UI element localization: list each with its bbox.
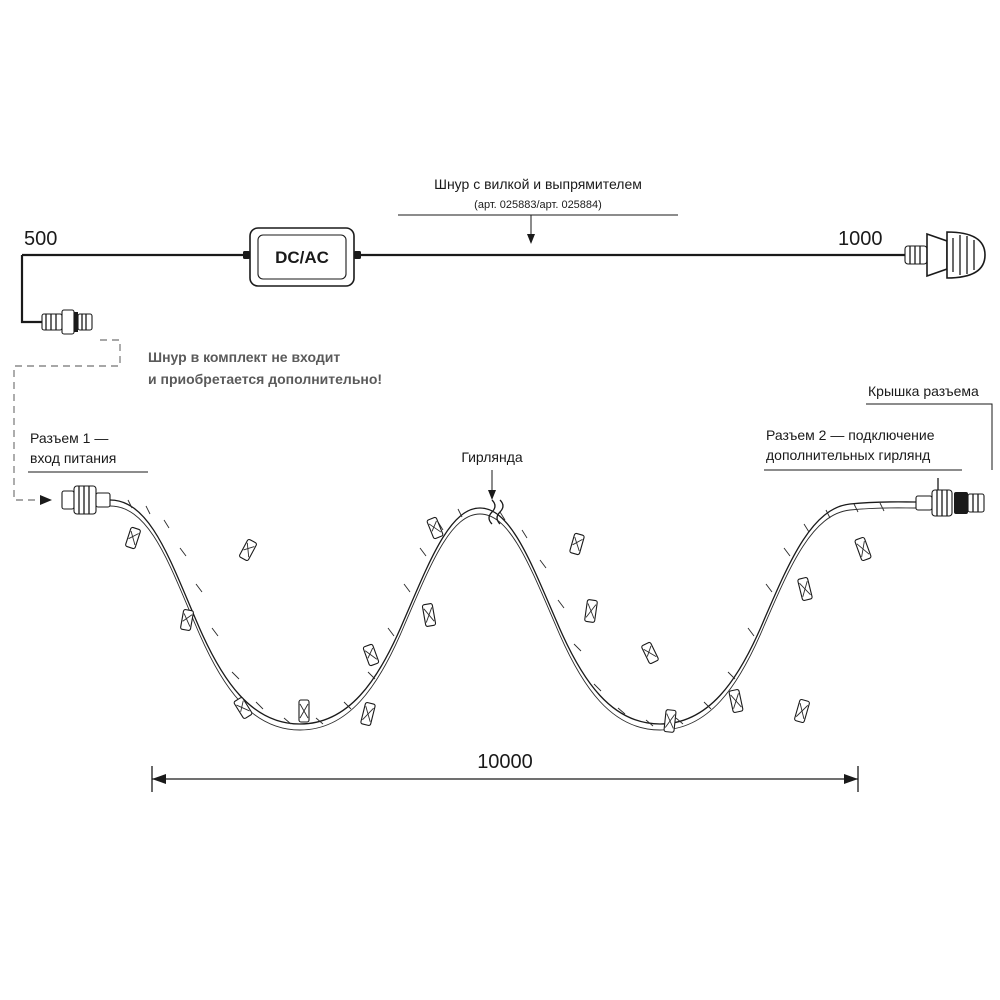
led-lamp bbox=[421, 603, 437, 627]
dimension-total bbox=[151, 766, 859, 792]
led-lamp bbox=[233, 697, 253, 719]
cord-note-subtitle: (арт. 025883/арт. 025884) bbox=[474, 199, 602, 211]
top-cord-left bbox=[20, 253, 248, 324]
cap-label: Крышка разъема bbox=[868, 383, 979, 399]
led-lamp bbox=[797, 576, 813, 602]
dimension-total-label: 10000 bbox=[477, 751, 533, 773]
led-lamp bbox=[239, 538, 257, 562]
led-lamps bbox=[125, 516, 872, 733]
led-lamp bbox=[125, 526, 141, 550]
mains-plug bbox=[904, 231, 986, 279]
led-lamp bbox=[728, 689, 744, 713]
dimension-right-label: 1000 bbox=[838, 228, 883, 250]
connector2-label-line-1: Разъем 2 — подключение bbox=[766, 427, 935, 443]
led-lamp bbox=[180, 609, 194, 631]
cap-leader bbox=[866, 403, 993, 470]
led-lamp bbox=[641, 641, 659, 665]
dimension-left-label: 500 bbox=[24, 228, 57, 250]
led-lamp bbox=[426, 516, 444, 540]
garland-label: Гирлянда bbox=[461, 449, 523, 465]
garland-break-marks bbox=[488, 499, 504, 525]
led-lamp bbox=[298, 699, 310, 723]
optional-cord-dashed-path bbox=[13, 339, 121, 505]
cord-note-title: Шнур с вилкой и выпрямителем bbox=[434, 176, 642, 192]
led-lamp bbox=[794, 698, 810, 724]
adapter-label: DC/AC bbox=[275, 248, 329, 267]
led-lamp bbox=[362, 643, 380, 667]
led-lamp bbox=[584, 599, 598, 623]
barrel-connector-male bbox=[41, 309, 93, 335]
led-lamp bbox=[360, 701, 376, 727]
warning-line-1: Шнур в комплект не входит bbox=[148, 349, 340, 365]
connector1-label-line-2: вход питания bbox=[30, 450, 116, 466]
cord-note-leader bbox=[398, 214, 678, 244]
connector1-label-line-1: Разъем 1 — bbox=[30, 430, 108, 446]
led-lamp bbox=[663, 709, 677, 733]
garland-twist-ticks bbox=[127, 499, 885, 727]
connector-2-output bbox=[915, 478, 985, 517]
garland-cable bbox=[109, 499, 917, 725]
connector2-label-line-2: дополнительных гирлянд bbox=[766, 447, 930, 463]
connector-1-input bbox=[61, 485, 111, 515]
led-lamp bbox=[854, 536, 872, 562]
adapter-block bbox=[243, 227, 361, 287]
led-lamp bbox=[569, 532, 585, 556]
garland-leader bbox=[488, 470, 496, 500]
garland-cable-twist bbox=[109, 505, 917, 731]
warning-line-2: и приобретается дополнительно! bbox=[148, 371, 382, 387]
